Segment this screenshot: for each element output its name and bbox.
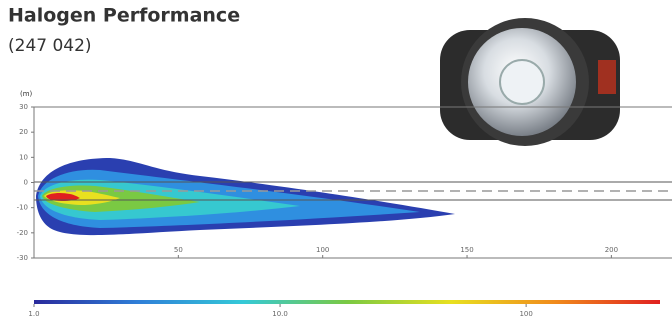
x-tick-label: 200 — [605, 246, 618, 254]
beam-pattern — [34, 158, 672, 236]
colorbar-tick-label: 100 — [519, 310, 532, 318]
y-tick-label: 30 — [19, 103, 28, 111]
y-tick-label: -10 — [17, 204, 28, 212]
y-tick-label: -20 — [17, 229, 28, 237]
subtitle: (247 042) — [8, 36, 92, 56]
colorbar-tick-label: 1.0 — [28, 310, 39, 318]
x-tick-label: 100 — [316, 246, 329, 254]
title: Halogen Performance — [8, 5, 240, 27]
y-tick-label: 0 — [24, 179, 28, 187]
colorbar — [34, 300, 660, 304]
y-tick-label: 20 — [19, 128, 28, 136]
lamp-image — [440, 18, 620, 146]
x-tick-label: 50 — [174, 246, 183, 254]
x-tick-label: 150 — [460, 246, 473, 254]
y-tick-label: 10 — [19, 153, 28, 161]
colorbar-tick-label: 10.0 — [272, 310, 288, 318]
y-axis-label: (m) — [20, 90, 33, 98]
y-tick-label: -30 — [17, 254, 28, 262]
